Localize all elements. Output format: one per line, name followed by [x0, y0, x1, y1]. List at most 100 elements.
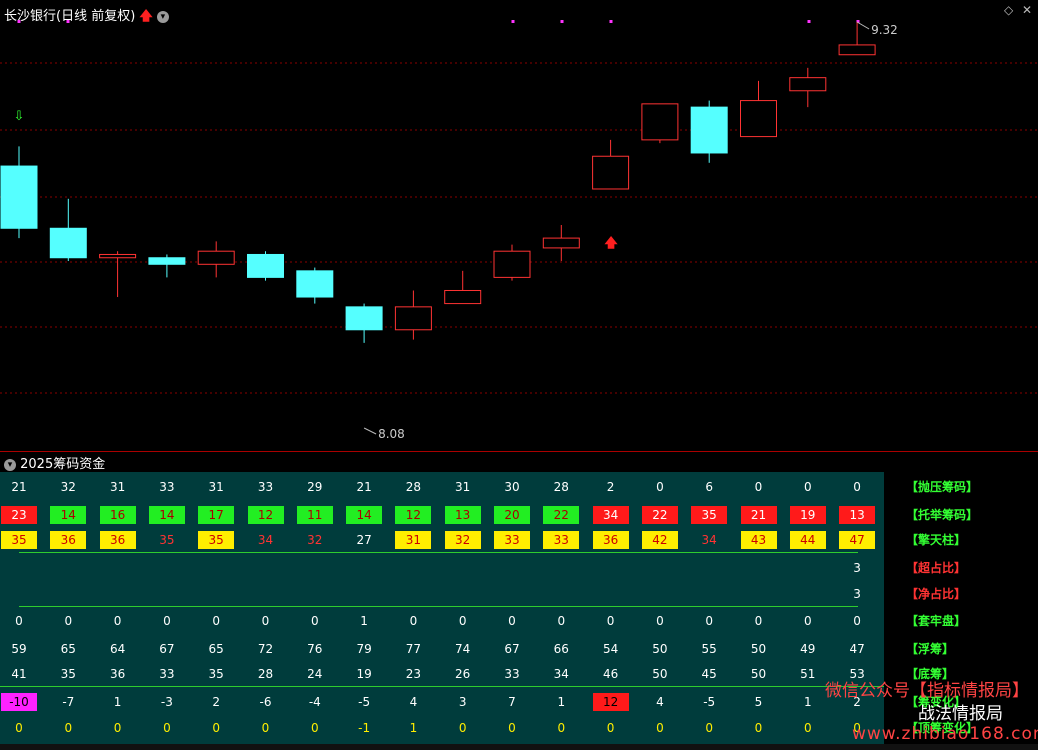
candle-body[interactable]	[296, 270, 334, 298]
candle-body[interactable]	[444, 289, 482, 305]
indicator-cell: 79	[356, 642, 372, 656]
candle-body[interactable]	[592, 155, 630, 190]
candle-body[interactable]	[838, 44, 876, 56]
diamond-icon[interactable]: ◇	[1004, 3, 1014, 17]
indicator-cell	[100, 585, 136, 603]
indicator-cell: 47	[849, 642, 865, 656]
candle-body[interactable]	[789, 77, 827, 92]
close-icon[interactable]: ✕	[1022, 3, 1033, 17]
indicator-cell: 0	[310, 721, 319, 735]
indicator-row-label: 【抛压筹码】	[906, 480, 979, 494]
indicator-cell: 0	[15, 721, 23, 735]
indicator-cell: 0	[15, 614, 23, 628]
indicator-cell: 31	[395, 531, 432, 549]
indicator-cell: 0	[261, 721, 270, 735]
indicator-cell: 36	[99, 531, 136, 549]
indicator-cell: 19	[356, 667, 372, 681]
low-pointer	[363, 427, 377, 435]
watermark-line1: 微信公众号【指标情报局】	[825, 681, 1029, 701]
indicator-row-label: 【筹变化】	[906, 695, 967, 709]
candle-body[interactable]	[49, 227, 87, 259]
bottom-scrollbar[interactable]	[0, 744, 1038, 750]
indicator-cell: 50	[652, 667, 668, 681]
indicator-cell: 0	[557, 614, 566, 628]
indicator-cell: 3	[458, 695, 467, 709]
indicator-cell	[395, 559, 431, 577]
chevron-down-icon[interactable]: ▾	[156, 10, 169, 23]
indicator-cell: -3	[160, 695, 173, 709]
indicator-cell	[494, 559, 530, 577]
indicator-cell: 31	[455, 480, 471, 494]
indicator-cell: 1	[557, 695, 566, 709]
candle-body[interactable]	[493, 250, 531, 278]
indicator-cell: 3	[853, 561, 861, 575]
indicator-cell: 33	[504, 667, 520, 681]
indicator-cell: 33	[159, 667, 175, 681]
indicator-cell: 14	[346, 506, 383, 524]
indicator-cell: 0	[754, 721, 763, 735]
high-price-label: 9.32	[871, 23, 898, 37]
indicator-cell: 28	[405, 480, 422, 494]
indicator-cell: 0	[458, 721, 467, 735]
indicator-cell: 13	[444, 506, 481, 524]
indicator-cell	[445, 585, 481, 603]
chevron-down-icon[interactable]: ▾	[4, 458, 16, 471]
watermark-url: www.zhibiao168.com	[852, 724, 1038, 744]
indicator-cell: 72	[257, 642, 274, 656]
indicator-cell: 35	[208, 667, 224, 681]
indicator-cell: 36	[109, 667, 126, 681]
chart-title: 长沙银行(日线 前复权) 🡅 ▾	[4, 5, 169, 29]
indicator-cell: 65	[208, 642, 224, 656]
candle-body[interactable]	[690, 106, 728, 154]
candle-body[interactable]	[0, 165, 38, 229]
indicator-cell: 26	[455, 667, 471, 681]
indicator-cell: 0	[656, 721, 664, 735]
candle-body[interactable]	[394, 306, 432, 331]
indicator-cell: 34	[592, 506, 629, 524]
indicator-cell: 6	[705, 480, 713, 494]
indicator-cell: 50	[750, 642, 767, 656]
candle-body[interactable]	[641, 103, 679, 141]
signal-dot	[609, 20, 613, 23]
indicator-cell	[691, 585, 727, 603]
indicator-cell: 0	[508, 614, 516, 628]
signal-dot	[560, 20, 564, 23]
candle-body[interactable]	[247, 253, 284, 278]
indicator-cell	[642, 585, 678, 603]
indicator-cell: 1	[360, 614, 368, 628]
candle-body[interactable]	[197, 250, 235, 265]
indicator-cell	[593, 559, 629, 577]
indicator-cell: 35	[198, 531, 235, 549]
indicator-cell: 21	[356, 480, 372, 494]
indicator-cell: 0	[853, 614, 861, 628]
candle-body[interactable]	[740, 100, 777, 138]
indicator-cell: 21	[740, 506, 777, 524]
indicator-row-label: 【擎天柱】	[906, 533, 967, 547]
indicator-cell: 50	[750, 667, 767, 681]
candle-body[interactable]	[99, 253, 137, 259]
indicator-cell: 30	[504, 480, 520, 494]
indicator-cell: 34	[553, 667, 569, 681]
indicator-cell: -1	[358, 721, 371, 735]
indicator-cell: 0	[853, 721, 861, 735]
candle-body[interactable]	[148, 257, 186, 265]
indicator-row-label: 【套牢盘】	[906, 614, 967, 628]
indicator-cell: 4	[656, 695, 664, 709]
candle-body[interactable]	[542, 237, 580, 249]
indicator-cell: 23	[405, 667, 422, 681]
candle-body[interactable]	[345, 306, 383, 331]
indicator-cell: -5	[358, 695, 371, 709]
indicator-cell	[543, 585, 579, 603]
indicator-cell: 28	[553, 480, 569, 494]
indicator-cell: -7	[62, 695, 75, 709]
signal-dot	[66, 20, 70, 23]
indicator-cell: 1	[113, 695, 122, 709]
indicator-cell: 4	[409, 695, 418, 709]
indicator-cell: 76	[307, 642, 323, 656]
candlestick-chart[interactable]: ⇩ 🡅 9.32 8.08	[0, 0, 1038, 450]
indicator-cell	[100, 559, 136, 577]
indicator-cell	[642, 559, 678, 577]
indicator-cell	[198, 585, 234, 603]
indicator-cell: 74	[455, 642, 471, 656]
indicator-cell: 12	[592, 693, 629, 711]
